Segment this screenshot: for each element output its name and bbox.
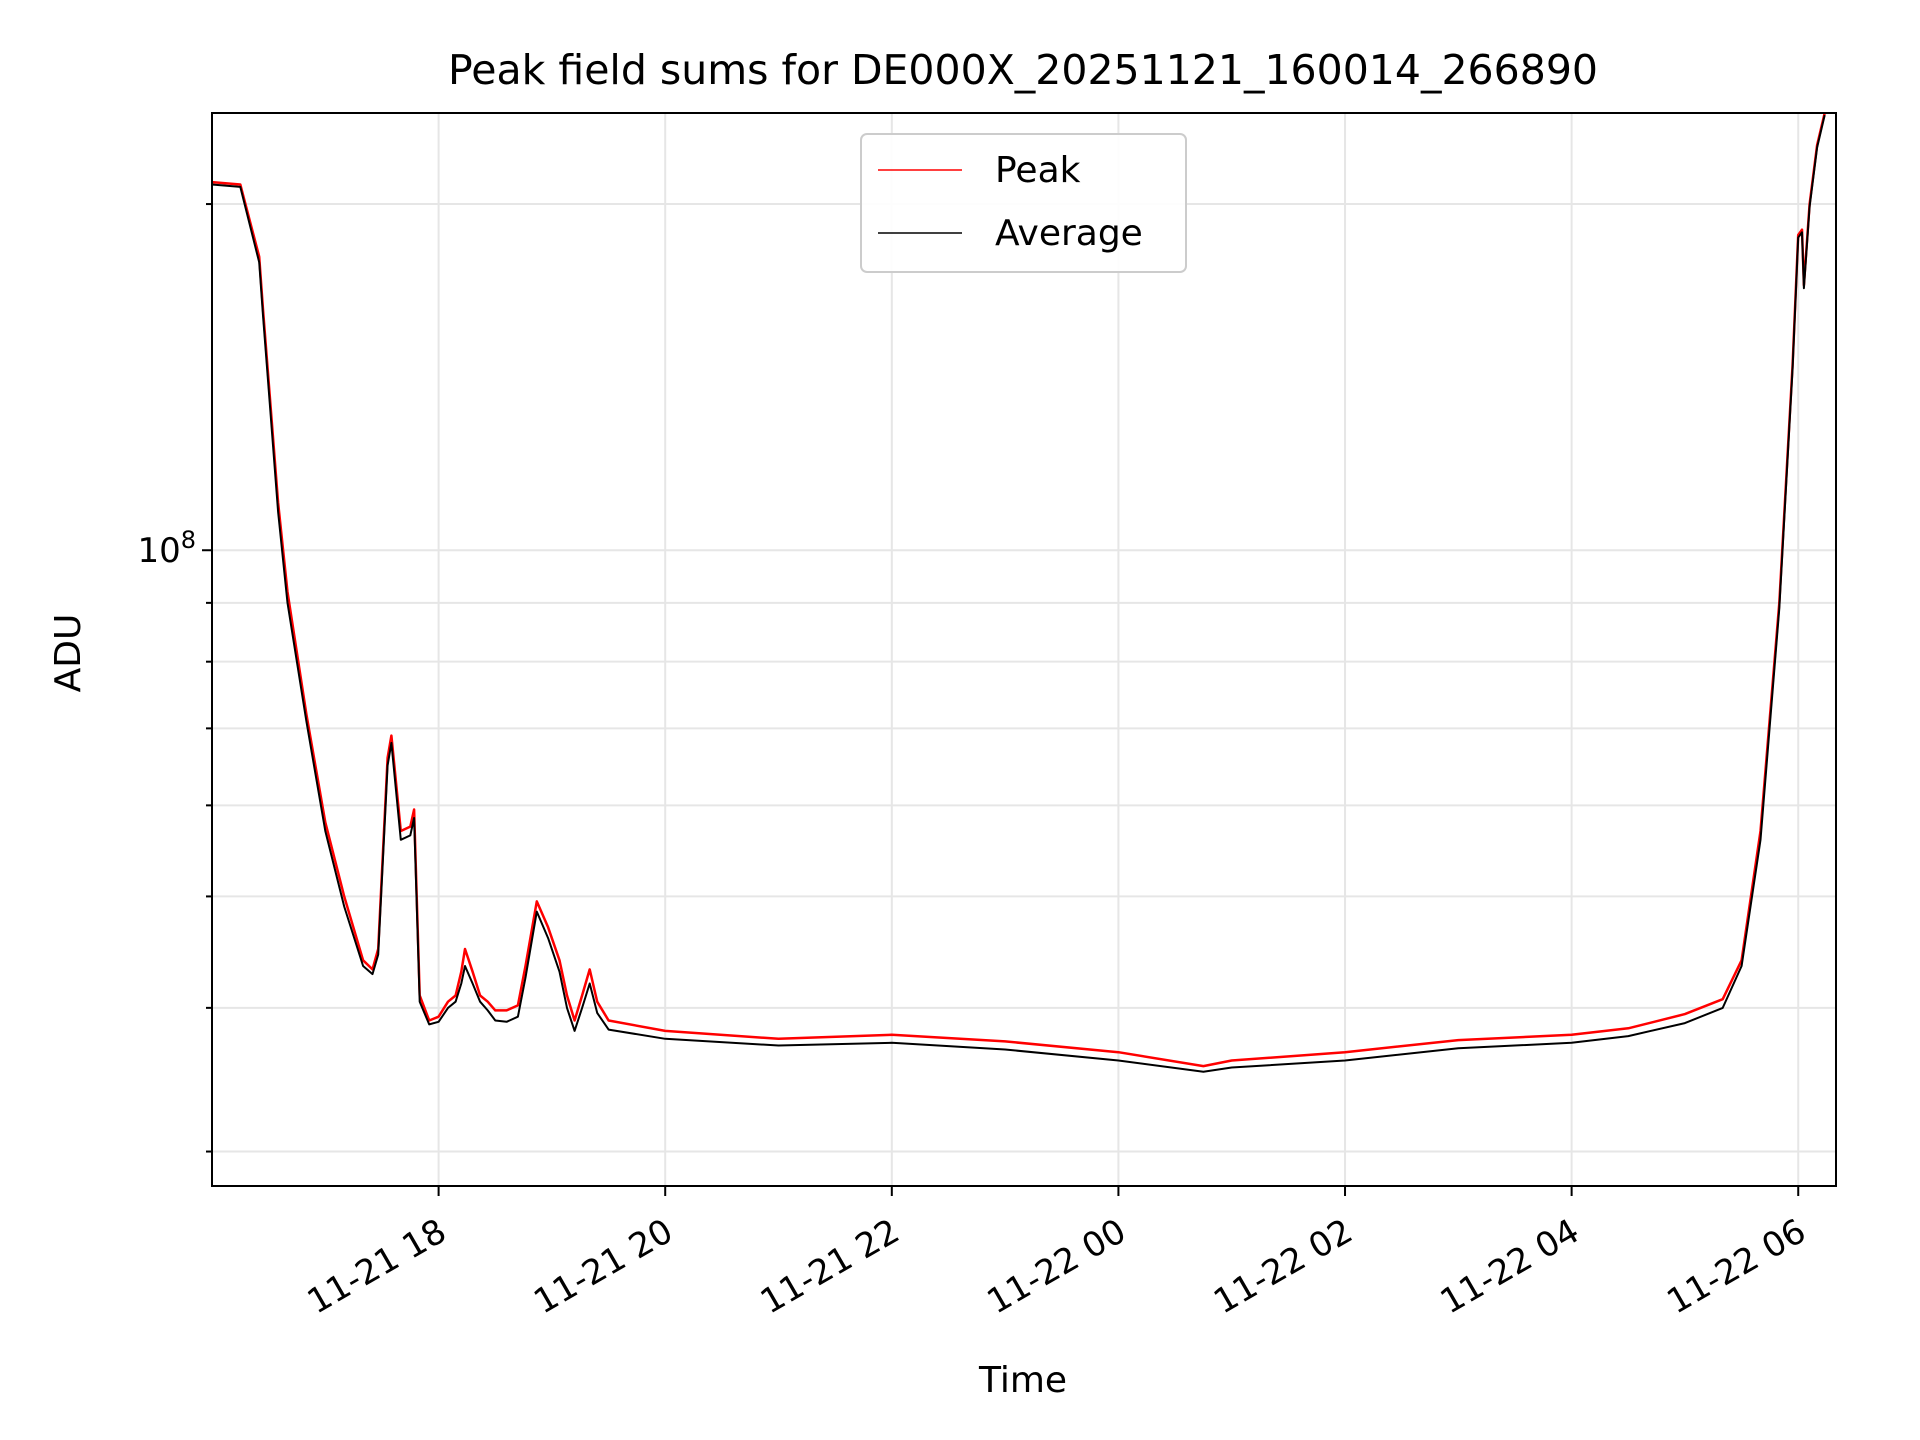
legend-label-peak: Peak <box>995 150 1081 191</box>
legend: Peak Average <box>860 133 1187 273</box>
y-axis-label: ADU <box>48 614 89 693</box>
plot-frame <box>211 112 1837 1187</box>
y-tick-label: 108 <box>137 526 196 571</box>
grid-layer <box>212 113 1836 1186</box>
series-line-average <box>211 114 1826 1073</box>
legend-label-average: Average <box>995 213 1143 254</box>
series-line-peak <box>211 112 1826 1068</box>
series-layer <box>211 112 1826 1073</box>
legend-box <box>860 133 1187 273</box>
x-axis-label: Time <box>978 1360 1067 1401</box>
chart-title: Peak field sums for DE000X_20251121_1600… <box>448 46 1598 94</box>
